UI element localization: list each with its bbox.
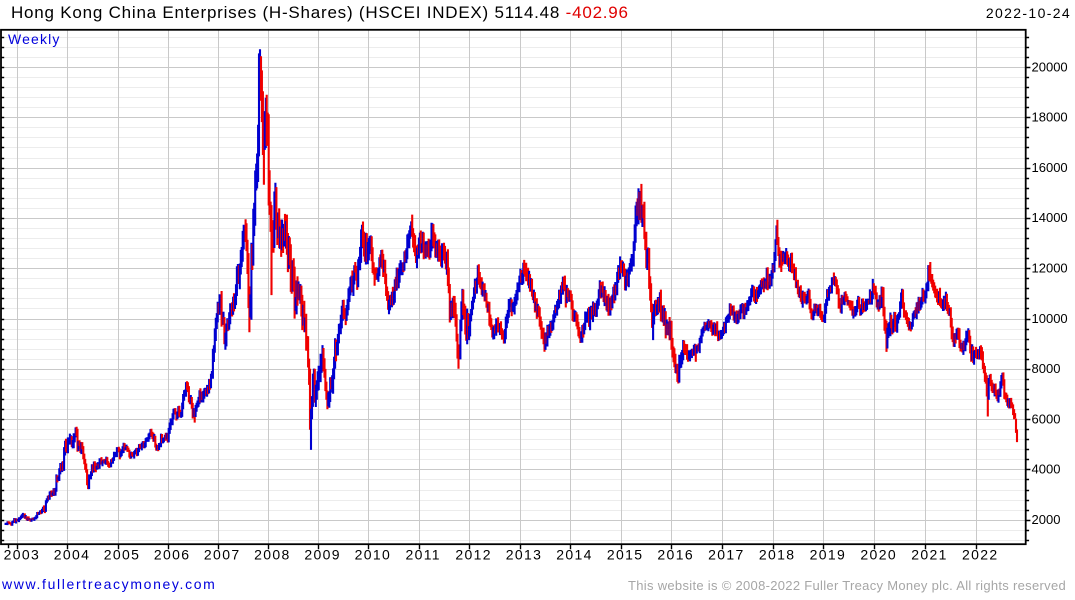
svg-text:2021: 2021	[911, 547, 948, 563]
svg-text:2014: 2014	[556, 547, 593, 563]
svg-text:14000: 14000	[1032, 210, 1068, 225]
svg-text:2000: 2000	[1032, 512, 1061, 527]
svg-text:2005: 2005	[104, 547, 141, 563]
svg-text:16000: 16000	[1032, 160, 1068, 175]
svg-text:12000: 12000	[1032, 261, 1068, 276]
svg-text:2003: 2003	[4, 547, 41, 563]
svg-text:6000: 6000	[1032, 411, 1061, 426]
svg-text:2015: 2015	[607, 547, 644, 563]
svg-text:2016: 2016	[657, 547, 694, 563]
svg-text:10000: 10000	[1032, 311, 1068, 326]
svg-text:2020: 2020	[860, 547, 897, 563]
svg-text:2009: 2009	[304, 547, 341, 563]
svg-text:2018: 2018	[759, 547, 796, 563]
svg-text:2022: 2022	[962, 547, 999, 563]
svg-text:20000: 20000	[1032, 59, 1068, 74]
svg-text:2012: 2012	[455, 547, 492, 563]
svg-text:2011: 2011	[405, 547, 441, 563]
svg-text:2017: 2017	[708, 547, 745, 563]
svg-text:2007: 2007	[204, 547, 241, 563]
svg-text:2010: 2010	[355, 547, 392, 563]
svg-text:18000: 18000	[1032, 110, 1068, 125]
svg-text:2019: 2019	[810, 547, 847, 563]
svg-text:2004: 2004	[54, 547, 91, 563]
svg-text:4000: 4000	[1032, 462, 1061, 477]
svg-text:2013: 2013	[506, 547, 543, 563]
svg-text:2006: 2006	[154, 547, 191, 563]
svg-text:8000: 8000	[1032, 361, 1061, 376]
svg-text:2008: 2008	[254, 547, 291, 563]
